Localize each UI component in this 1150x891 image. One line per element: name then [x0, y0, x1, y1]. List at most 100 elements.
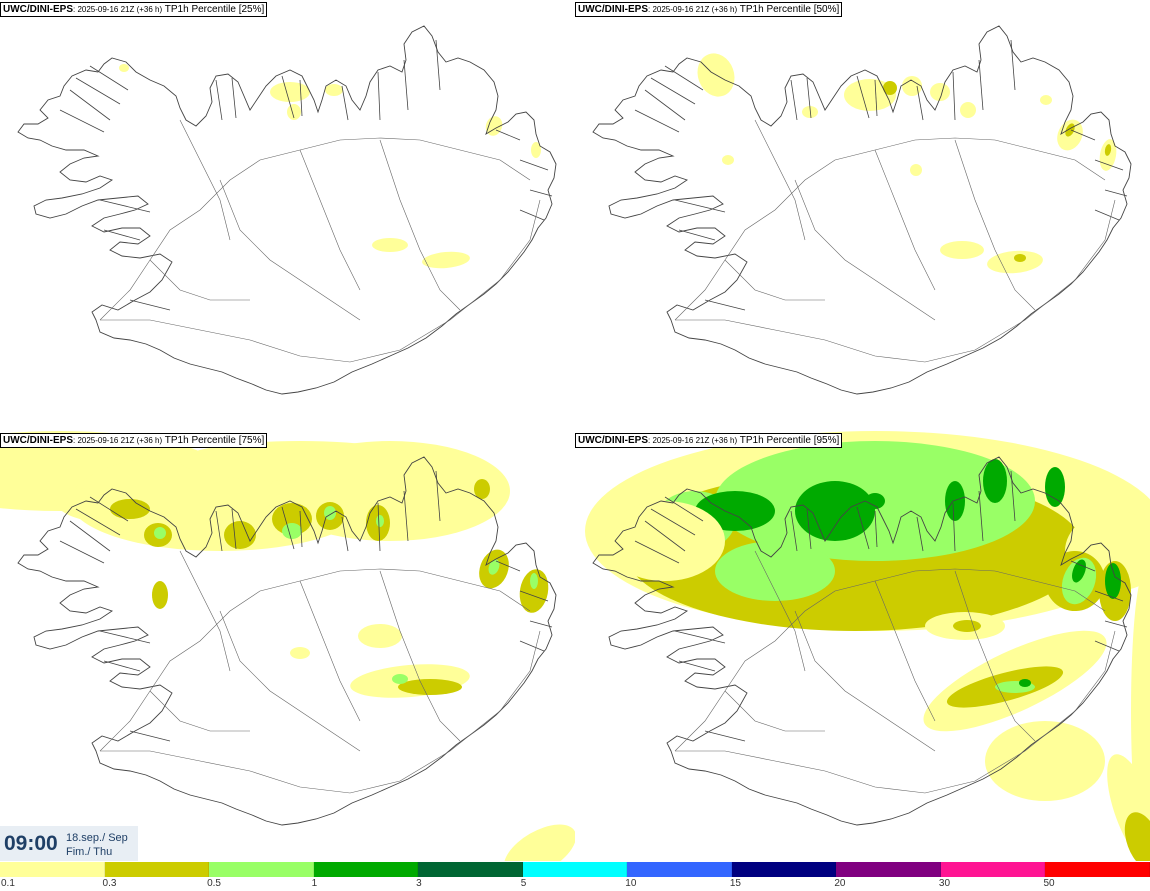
precip-area — [985, 721, 1105, 801]
fjord-line — [1070, 560, 1096, 572]
precip-area — [865, 493, 885, 509]
precip-area — [945, 481, 965, 521]
fjord-line — [89, 65, 129, 91]
precip-area — [795, 481, 875, 541]
fjord-line — [341, 516, 349, 552]
legend-label: 0.3 — [102, 878, 117, 889]
fjord-line — [59, 109, 105, 133]
legend-swatch — [313, 862, 419, 877]
fjord-line — [978, 490, 984, 542]
legend-label: 15 — [729, 878, 741, 889]
color-legend: 0.1 0.3 0.5 1 3 5 10 15 20 30 50 — [0, 862, 1150, 891]
precip-area — [722, 155, 734, 165]
fjord-line — [678, 229, 716, 241]
legend-label: 0.5 — [207, 878, 221, 889]
boundary-line — [379, 139, 461, 311]
fjord-line — [519, 159, 549, 171]
fjord-line — [99, 630, 151, 644]
iceland-map — [17, 25, 557, 395]
fjord-line — [874, 79, 878, 117]
boundary-line — [99, 568, 531, 752]
run-time: : 2025-09-16 21Z (+36 h) — [648, 436, 738, 445]
coastline — [17, 456, 557, 826]
fjord-line — [69, 89, 111, 121]
precip-area — [519, 569, 549, 613]
precip-field — [119, 64, 541, 269]
fjord-line — [1010, 470, 1016, 522]
fjord-line — [281, 506, 295, 550]
boundary-line — [219, 610, 361, 752]
fjord-line — [978, 59, 984, 111]
fjord-line — [519, 640, 545, 652]
fjord-line — [916, 85, 924, 121]
panel-title: UWC/DINI-EPS: 2025-09-16 21Z (+36 h) TP1… — [0, 2, 268, 17]
coastline-outline — [592, 456, 1132, 826]
fjord-line — [790, 79, 798, 121]
fjord-line — [99, 199, 151, 213]
precip-field — [0, 431, 575, 861]
fjord-line — [806, 77, 812, 119]
coastline-outline — [17, 25, 557, 395]
precip-area — [287, 104, 301, 120]
precip-field — [585, 431, 1150, 861]
run-time: : 2025-09-16 21Z (+36 h) — [73, 436, 163, 445]
coastline — [592, 25, 1132, 395]
precip-area — [987, 250, 1043, 274]
iceland-map — [592, 25, 1132, 395]
boundary-line — [874, 149, 936, 291]
precip-area — [474, 479, 490, 499]
precip-area — [224, 521, 256, 549]
legend-label: 30 — [938, 878, 951, 889]
fjord-line — [403, 490, 409, 542]
map-panel-25: UWC/DINI-EPS: 2025-09-16 21Z (+36 h) TP1… — [0, 0, 575, 430]
fjord-line — [674, 630, 726, 644]
legend-label: 0.1 — [1, 878, 15, 889]
legend-label: 50 — [1043, 878, 1055, 889]
fjord-line — [650, 508, 696, 536]
fjord-line — [89, 496, 129, 522]
precip-area — [940, 241, 984, 259]
map-panel-95: UWC/DINI-EPS: 2025-09-16 21Z (+36 h) TP1… — [575, 431, 1150, 861]
precip-area — [953, 620, 981, 632]
fjord-line — [1094, 590, 1124, 602]
precip-area — [290, 647, 310, 659]
coastline-outline — [17, 456, 557, 826]
fjord-line — [952, 502, 956, 552]
boundary-line — [100, 199, 541, 363]
model-source: UWC/DINI-EPS — [578, 4, 648, 15]
fjord-line — [856, 75, 870, 119]
iceland-map — [0, 431, 575, 861]
boundary-line — [674, 568, 1106, 752]
legend-label: 20 — [834, 878, 846, 889]
precip-area — [983, 459, 1007, 503]
panel-title: UWC/DINI-EPS: 2025-09-16 21Z (+36 h) TP1… — [575, 433, 843, 448]
boundary-line — [794, 610, 936, 752]
precip-area — [960, 102, 976, 118]
fjord-line — [129, 730, 171, 742]
boundary-line — [724, 690, 825, 732]
panel-title: UWC/DINI-EPS: 2025-09-16 21Z (+36 h) TP1… — [575, 2, 843, 17]
legend-swatch — [627, 862, 732, 877]
coastline-outline — [592, 25, 1132, 395]
valid-time-box: 09:00 18.sep./ Sep Fim./ Thu — [0, 826, 138, 861]
fjord-line — [664, 65, 704, 91]
coastline — [592, 456, 1132, 826]
precip-area — [1065, 123, 1075, 137]
fjord-line — [644, 520, 686, 552]
coastline — [17, 25, 557, 395]
boundary-line — [149, 259, 250, 301]
field-label: TP1h Percentile [25%] — [162, 4, 265, 15]
precip-area — [358, 624, 402, 648]
boundary-line — [179, 119, 231, 241]
precip-area — [1072, 559, 1086, 583]
precip-area — [152, 581, 168, 609]
precip-area — [883, 81, 897, 95]
fjord-line — [341, 85, 349, 121]
precip-area — [54, 488, 126, 522]
fjord-line — [529, 620, 553, 628]
fjord-line — [1104, 620, 1128, 628]
fjord-line — [59, 540, 105, 564]
legend-swatch — [940, 862, 1046, 877]
fjord-line — [790, 510, 798, 552]
legend-label: 5 — [520, 878, 527, 889]
